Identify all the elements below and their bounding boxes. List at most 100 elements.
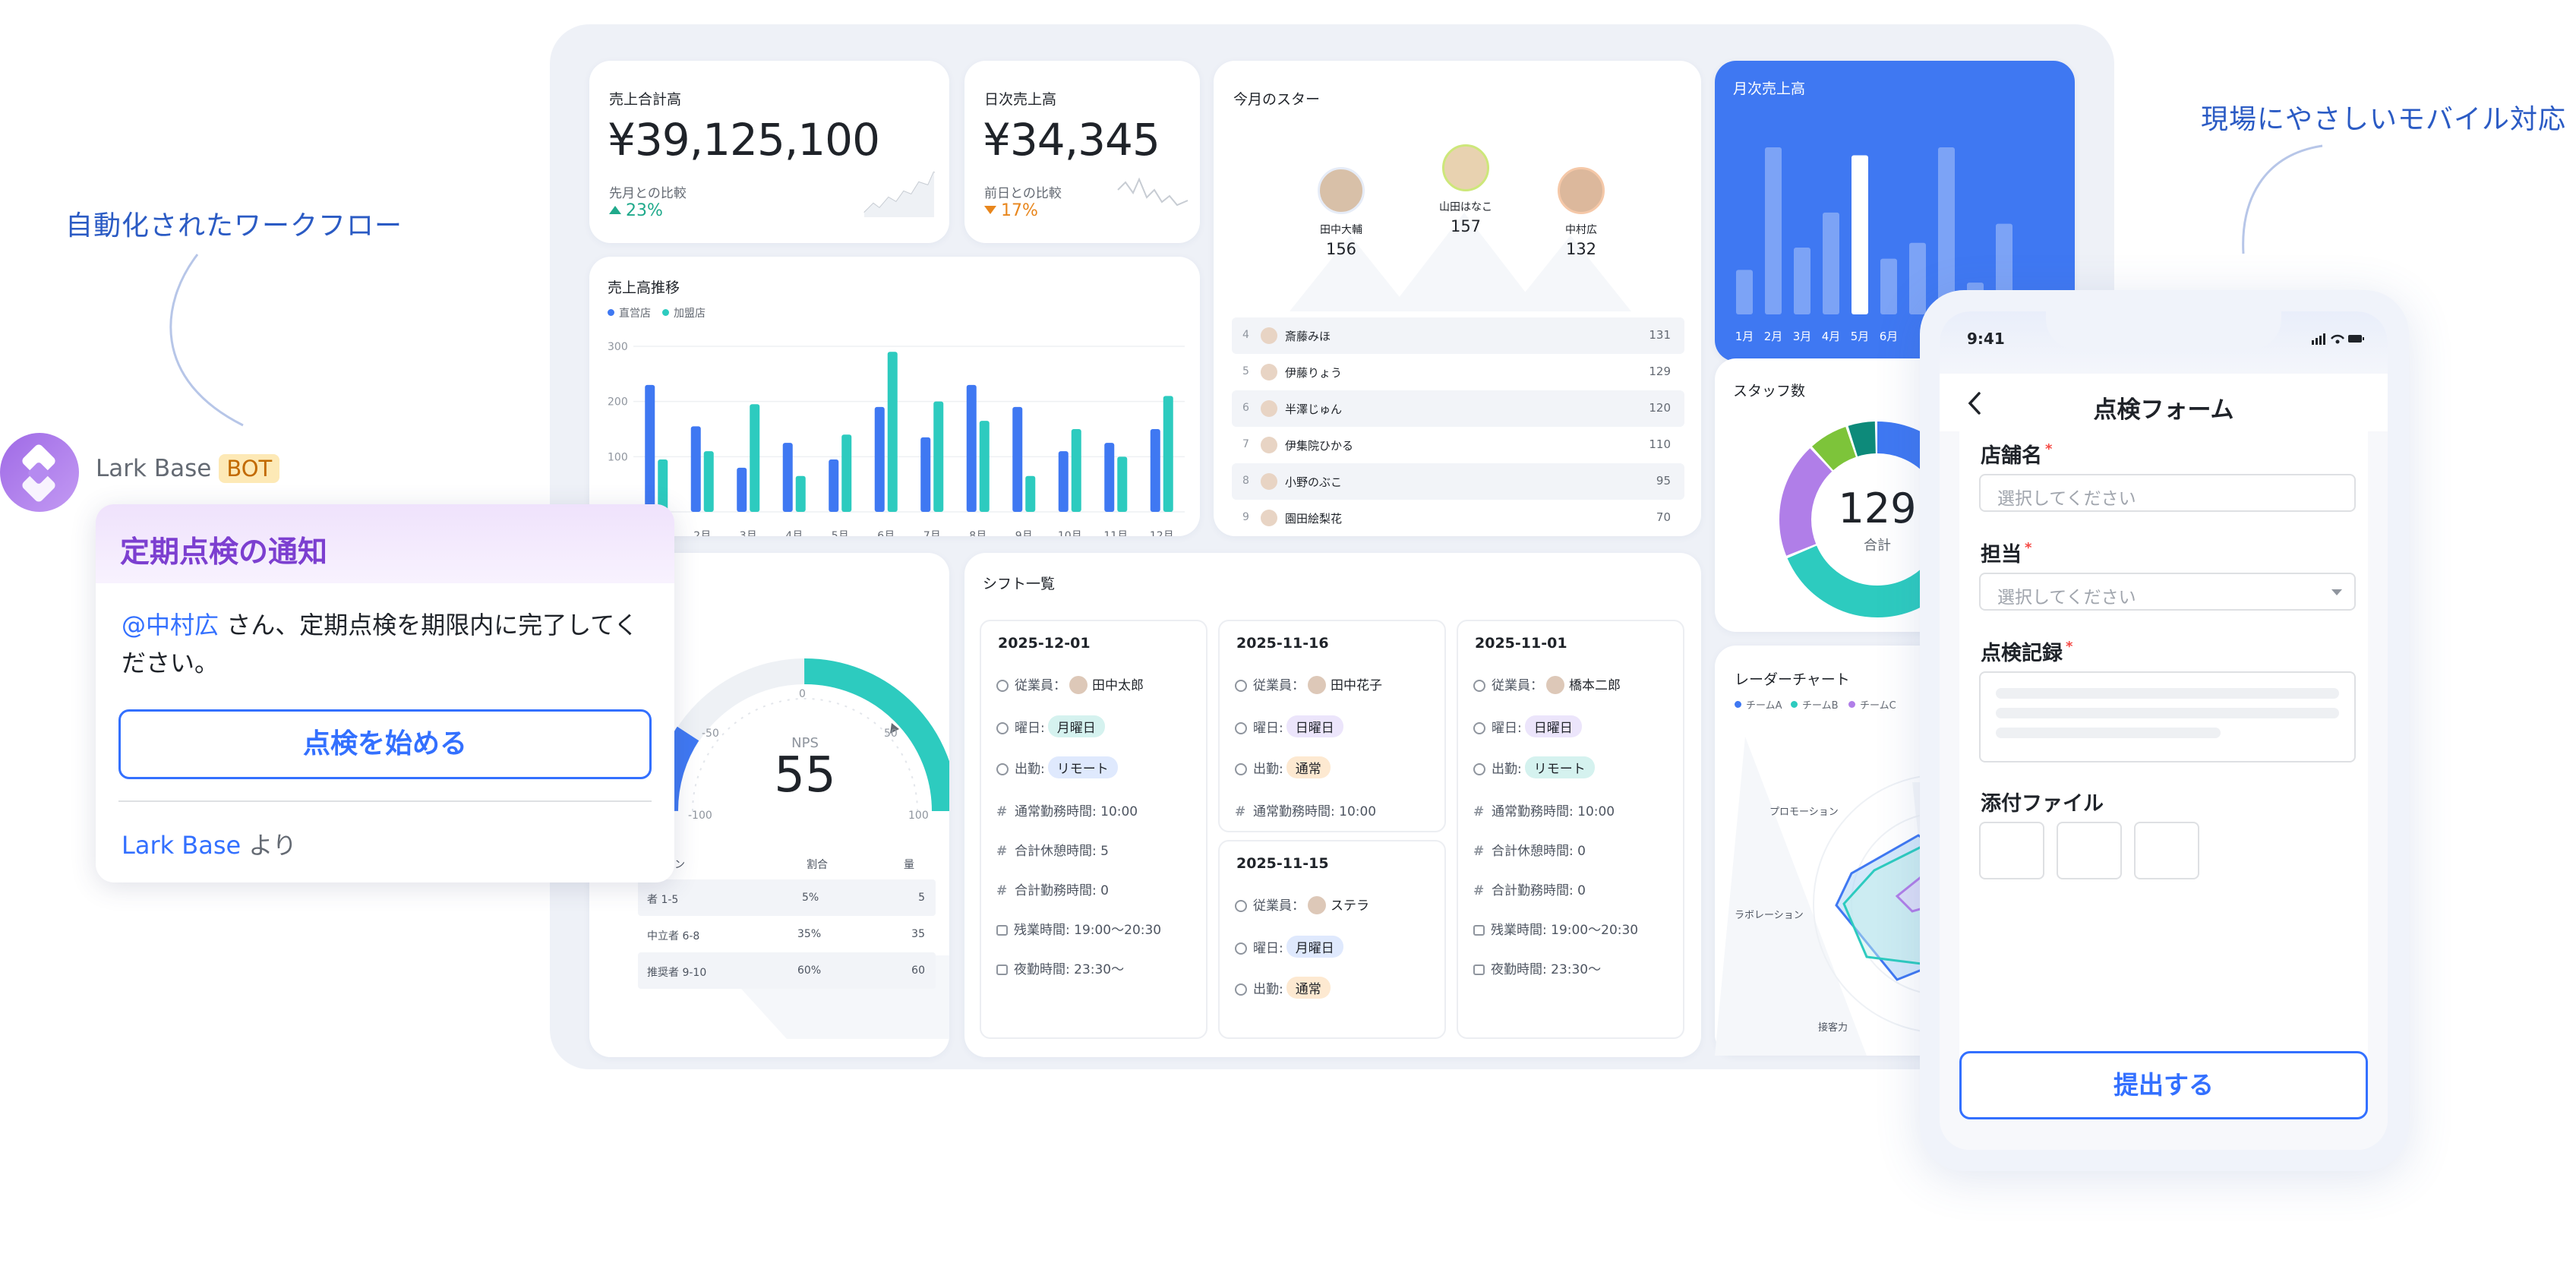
bar-direct <box>1058 451 1069 512</box>
x-tick-label: 9月 <box>1015 530 1033 536</box>
monthly-bar <box>1736 270 1753 314</box>
hash-icon: # <box>1235 804 1246 819</box>
assignee-select[interactable]: 選択してください <box>1979 573 2356 611</box>
signal-wifi-battery-icon <box>2312 333 2364 345</box>
monthly-title: 月次売上高 <box>1733 81 1806 97</box>
store-select[interactable]: 選択してください <box>1979 474 2356 512</box>
legend-direct: 直営店 <box>608 305 651 320</box>
bot-message-card: 定期点検の通知 @中村広 さん、定期点検を期限内に完了してください。 点検を始め… <box>96 504 674 882</box>
x-tick-label: 10月 <box>1058 530 1082 536</box>
gauge-tick: -100 <box>688 810 712 822</box>
star-rank-2: 田中大輔 156 <box>1288 167 1394 258</box>
sales-trend-chart: 01002003002月3月4月5月6月7月8月9月10月11月12月 <box>608 341 1185 536</box>
bot-badge: BOT <box>219 454 280 483</box>
hash-icon: # <box>996 883 1008 898</box>
radar-axis-label: プロモーション <box>1769 807 1839 818</box>
avatar <box>1261 473 1277 490</box>
shift-card[interactable]: 2025-12-01 従業員： 田中太郎 曜日: 月曜日 出勤: リモート # 通常勤務… <box>980 620 1208 1039</box>
bar-direct <box>829 459 839 512</box>
bar-direct <box>920 437 931 512</box>
shift-overtime: 残業時間: 19:00〜20:30 <box>996 919 1161 938</box>
star-name: 中村広 <box>1565 224 1597 236</box>
start-inspection-button[interactable]: 点検を始める <box>118 709 652 779</box>
kpi-value: ¥34,345 <box>983 114 1160 166</box>
attachment-slot[interactable] <box>1979 822 2044 879</box>
star-score: 157 <box>1450 217 1482 235</box>
annotation-connector-right <box>2242 144 2323 254</box>
shift-night: 夜勤時間: 23:30〜 <box>996 958 1124 977</box>
clock-icon <box>996 763 1009 775</box>
avatar <box>1069 676 1088 694</box>
monthly-sales-chart: 1月 2月 3月 4月 5月 6月 <box>1735 147 2012 343</box>
annotation-mobile-friendly: 現場にやさしいモバイル対応 <box>2201 104 2567 135</box>
shift-date: 2025-11-16 <box>1236 635 1329 652</box>
shift-total-hours: # 合計勤務時間: 0 <box>996 883 1109 898</box>
attachment-slot[interactable] <box>2134 822 2199 879</box>
field-label-record: 点検記録 * <box>1981 639 2073 665</box>
donut-slice <box>1779 421 1975 617</box>
notice-footer: Lark Base より <box>122 831 297 860</box>
mention-link[interactable]: @中村広 <box>122 611 219 639</box>
legend-purple-dot-icon <box>1848 701 1855 708</box>
x-tick-label: 2月 <box>693 530 711 536</box>
calendar-icon <box>996 964 1008 975</box>
shift-card[interactable]: 2025-11-16 従業員： 田中花子 曜日: 日曜日 出勤: 通常 # 通常勤務時間… <box>1218 620 1446 832</box>
y-tick-label: 200 <box>608 396 628 409</box>
staff-total: 129 <box>1838 485 1917 532</box>
bar-franchise <box>703 451 714 512</box>
bar-franchise <box>1071 429 1081 512</box>
shift-work-hours: # 通常勤務時間: 10:00 <box>1473 804 1615 819</box>
shift-title: シフト一覧 <box>983 576 1056 592</box>
attachment-slot[interactable] <box>2057 822 2122 879</box>
list-item[interactable]: 9 園田絵梨花 70 <box>1242 510 1671 526</box>
back-chevron-icon[interactable] <box>1965 390 1982 416</box>
list-item[interactable]: 5 伊藤りょう 129 <box>1242 364 1671 380</box>
table-row: 推奨者 9-10 60% 60 <box>638 952 936 989</box>
bar-franchise <box>1025 475 1036 512</box>
shift-date: 2025-11-15 <box>1236 855 1329 872</box>
lark-base-link[interactable]: Lark Base <box>122 831 242 860</box>
shift-list-card: シフト一覧 2025-12-01 従業員： 田中太郎 曜日: 月曜日 出勤: リモート… <box>964 553 1701 1057</box>
shift-work-hours: # 通常勤務時間: 10:00 <box>996 804 1138 819</box>
calendar-icon <box>1473 925 1485 936</box>
legend-teal-dot-icon <box>662 309 669 316</box>
annotation-automated-workflow: 自動化されたワークフロー <box>65 210 403 242</box>
record-textarea[interactable] <box>1979 671 2356 762</box>
legend-franchise: 加盟店 <box>662 305 706 320</box>
bar-direct <box>874 406 885 512</box>
list-item[interactable]: 6 半澤じゅん 120 <box>1232 390 1684 427</box>
shift-card[interactable]: 2025-11-01 従業員： 橋本二郎 曜日: 日曜日 出勤: リモート # 通常勤務… <box>1457 620 1684 1039</box>
x-tick-label: 6月 <box>877 530 895 536</box>
shift-weekday: 曜日: 月曜日 <box>996 715 1105 737</box>
sales-trend-card: 売上高推移 直営店 加盟店 01002003002月3月4月5月6月7月8月9月… <box>589 257 1200 536</box>
lark-base-logo <box>0 433 79 512</box>
star-title: 今月のスター <box>1233 91 1321 108</box>
monthly-bar <box>1794 248 1810 314</box>
nps-value: 55 <box>774 747 836 803</box>
kpi-card-total-sales[interactable]: 売上合計高 ¥39,125,100 先月との比較 23% <box>589 61 949 243</box>
donut-slice <box>1779 421 1975 617</box>
monthly-sales-card: 月次売上高 1月 2月 3月 4月 5月 6月 <box>1715 61 2075 361</box>
star-of-month-card: 今月のスター 田中大輔 156 山田はなこ 157 中村広 132 4 斎藤みほ 1… <box>1214 61 1701 536</box>
x-tick-label: 4月 <box>1822 330 1841 343</box>
y-tick-label: 100 <box>608 451 628 463</box>
bar-direct <box>737 467 747 512</box>
gauge-tick: 50 <box>884 728 898 740</box>
list-item[interactable]: 7 伊集院ひかる 110 <box>1242 437 1671 453</box>
notice-title: 定期点検の通知 <box>120 535 328 570</box>
x-tick-label: 3月 <box>1793 330 1812 343</box>
radar-title: レーダーチャート <box>1735 671 1850 688</box>
lark-base-logo-icon <box>22 444 55 502</box>
list-item[interactable]: 8 小野のぶこ 95 <box>1232 463 1684 500</box>
radar-legend-b: チームB <box>1791 697 1839 712</box>
form-body <box>1959 431 2368 1100</box>
kpi-card-daily-sales[interactable]: 日次売上高 ¥34,345 前日との比較 17% <box>964 61 1200 243</box>
clock-icon <box>1235 942 1247 955</box>
bar-franchise <box>933 401 944 512</box>
shift-employee: 従業員： 橋本二郎 <box>1473 674 1621 694</box>
hash-icon: # <box>996 844 1008 859</box>
staff-title: スタッフ数 <box>1733 383 1806 399</box>
shift-card[interactable]: 2025-11-15 従業員： ステラ 曜日: 月曜日 出勤: 通常 <box>1218 840 1446 1039</box>
list-item[interactable]: 4 斎藤みほ 131 <box>1232 317 1684 354</box>
submit-button[interactable]: 提出する <box>1959 1051 2368 1119</box>
